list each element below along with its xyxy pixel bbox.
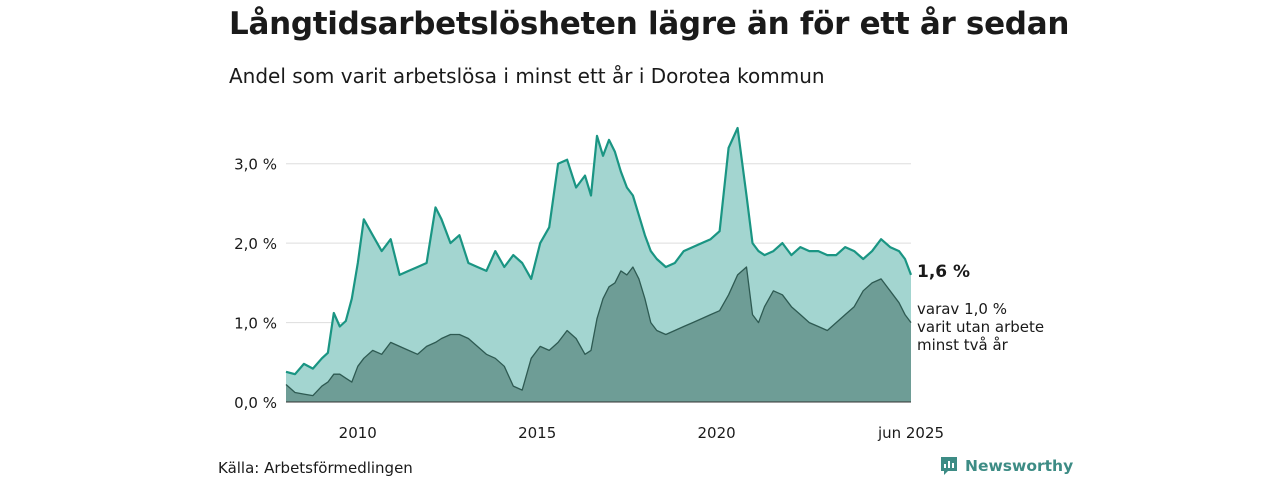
x-tick-label-3: jun 2025 [877, 424, 944, 442]
latest-value-label: 1,6 % [917, 262, 971, 282]
y-tick-label-2: 2,0 % [234, 235, 277, 253]
source-note: Källa: Arbetsförmedlingen [218, 459, 413, 477]
x-tick-label-1: 2015 [518, 424, 556, 442]
x-tick-label-0: 2010 [339, 424, 377, 442]
area-two-year [286, 267, 911, 402]
sub-value-line-1: varav 1,0 % [917, 300, 1007, 318]
y-tick-label-3: 3,0 % [234, 156, 277, 174]
newsworthy-logo-icon [941, 457, 957, 475]
chart-title: Långtidsarbetslösheten lägre än för ett … [229, 6, 1070, 42]
line-two-year [285, 266, 912, 397]
chart-subtitle: Andel som varit arbetslösa i minst ett å… [229, 64, 825, 88]
x-tick-label-2: 2020 [698, 424, 736, 442]
brand-logo[interactable]: Newsworthy [939, 455, 1073, 477]
sub-value-label: varav 1,0 % varit utan arbete minst två … [917, 300, 1044, 354]
sub-value-line-3: minst två år [917, 336, 1008, 354]
line-total [285, 126, 913, 376]
brand-name: Newsworthy [965, 457, 1074, 475]
y-tick-label-0: 0,0 % [234, 394, 277, 412]
sub-value-line-2: varit utan arbete [917, 318, 1045, 336]
y-tick-label-1: 1,0 % [234, 315, 277, 333]
